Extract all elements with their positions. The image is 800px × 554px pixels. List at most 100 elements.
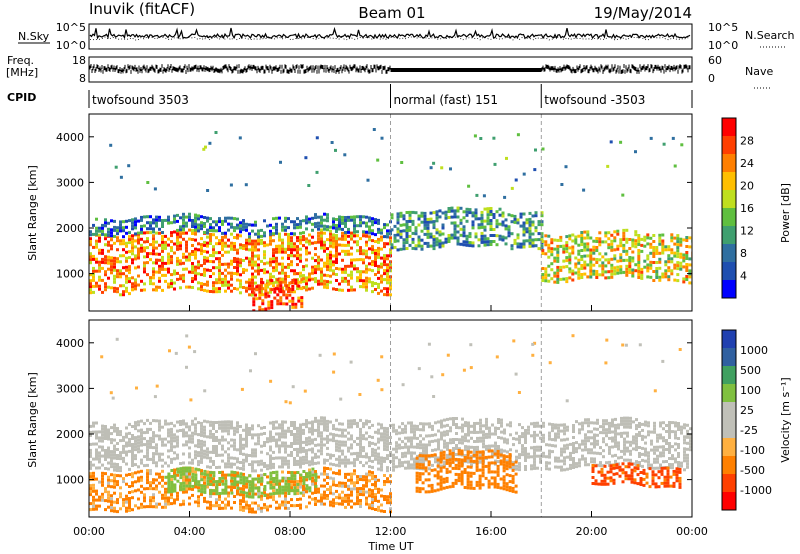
echo-cell [209,226,212,230]
echo-cell [551,438,554,442]
echo-cell [311,265,314,269]
echo-cell [194,456,197,460]
echo-cell [128,506,131,509]
echo-cell [536,466,539,470]
echo-cell [221,219,224,223]
echo-cell [359,451,362,455]
echo-cell [683,435,686,439]
echo-cell [161,231,164,234]
echo-cell [113,462,116,466]
echo-cell [539,457,542,461]
echo-cell [426,232,430,236]
echo-cell [125,506,128,510]
echo-cell [173,281,176,285]
echo-cell [589,236,593,240]
echo-cell [658,257,662,261]
echo-cell [560,453,563,457]
echo-cell [571,272,575,276]
echo-cell [566,446,569,450]
echo-cell [107,255,110,259]
echo-cell [544,273,548,277]
echo-cell [194,470,197,474]
echo-cell [556,265,560,269]
echo-cell [344,234,347,238]
echo-cell [101,483,104,487]
echo-cell [374,430,377,434]
echo-cell [525,218,529,222]
echo-cell [565,247,569,251]
echo-cell [194,265,197,269]
echo-cell [305,478,308,482]
echo-cell [317,419,320,423]
echo-cell [194,222,197,226]
echo-cell [547,279,551,283]
echo-cell [592,239,596,243]
echo-cell [98,248,101,252]
echo-cell [536,448,539,452]
echo-cell [557,423,560,427]
echo-cell [341,215,344,219]
echo-cell [264,289,268,293]
echo-cell [503,449,506,453]
echo-cell [548,449,551,453]
echo-cell [371,450,374,454]
echo-cell [164,419,167,423]
echo-cell [565,265,569,269]
echo-cell [107,505,110,509]
echo-cell [146,472,149,476]
echo-cell [227,420,230,424]
echo-cell [276,302,280,306]
echo-cell [405,247,409,250]
echo-cell [209,217,212,221]
echo-cell [344,219,347,222]
echo-cell [287,470,290,474]
echo-cell [287,266,290,269]
echo-cell [577,273,581,277]
echo-cell [416,454,419,458]
echo-cell [467,433,470,437]
echo-cell [284,216,287,220]
echo-cell [613,236,617,240]
echo-cell [110,500,113,504]
echo-cell [377,490,380,494]
echo-cell [89,258,92,262]
echo-cell [212,272,215,276]
echo-cell [299,247,302,251]
echo-cell [589,257,593,261]
echo-cell [326,473,329,476]
freq-bars [89,64,691,74]
echo-cell [104,487,107,491]
echo-cell [212,220,215,224]
echo-cell [122,438,125,442]
echo-cell [221,253,224,257]
echo-cell [456,236,460,240]
echo-cell [263,256,266,260]
echo-cell [284,420,287,424]
echo-cell [461,435,464,439]
echo-cell [332,483,335,487]
echo-cell [212,489,216,493]
echo-cell [269,433,272,437]
echo-cell [422,428,425,432]
echo-cell [374,508,377,511]
echo-cell [650,442,653,446]
echo-cell [200,424,203,428]
echo-cell [152,267,155,271]
echo-cell [350,472,353,476]
echo-cell [122,254,125,258]
echo-cell [614,423,617,427]
echo-cell [607,258,611,262]
echo-cell [212,463,215,466]
echo-cell [350,461,353,465]
echo-cell [119,272,122,276]
echo-cell [176,219,179,223]
echo-cell [528,244,532,248]
echo-cell [146,246,149,250]
echo-cell [341,431,344,435]
echo-cell [188,440,191,444]
echo-cell [341,422,344,426]
echo-cell [140,249,143,253]
echo-cell [431,424,434,428]
echo-cell [89,466,92,470]
echo-cell [269,290,272,294]
